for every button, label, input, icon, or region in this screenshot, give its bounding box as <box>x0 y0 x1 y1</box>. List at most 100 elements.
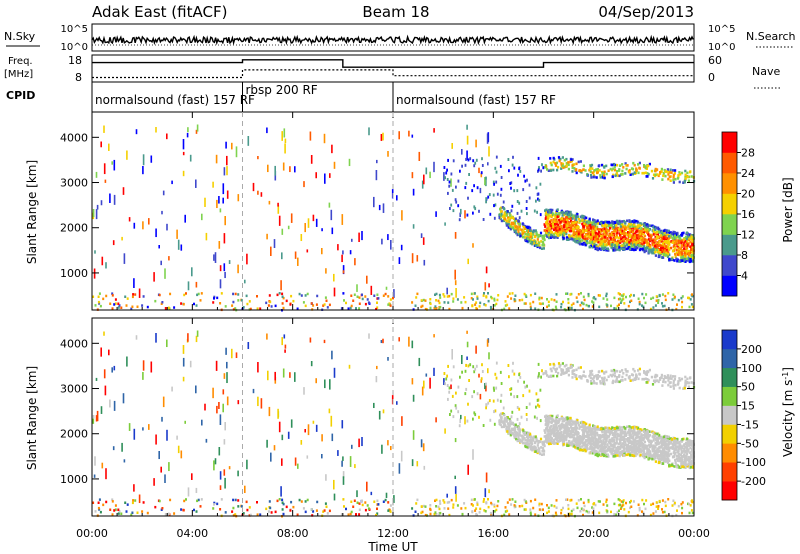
velocity-cell <box>499 416 503 419</box>
power-cell <box>361 297 364 301</box>
velocity-cell <box>629 506 631 510</box>
power-cell <box>628 219 631 222</box>
velocity-cell <box>527 435 530 439</box>
velocity-cell <box>588 428 592 431</box>
velocity-cell <box>461 355 463 365</box>
power-cell <box>663 235 666 239</box>
velocity-cell <box>422 504 425 508</box>
power-cell <box>551 235 554 238</box>
power-cell <box>322 304 325 307</box>
power-cell <box>656 226 659 230</box>
nave-trace <box>92 69 694 79</box>
velocity-cell <box>185 498 187 501</box>
power-cell <box>652 229 655 232</box>
power-cell <box>520 228 523 232</box>
power-cell <box>537 197 539 201</box>
velocity-cell <box>625 453 628 457</box>
velocity-cell <box>519 438 522 442</box>
power-cell <box>681 253 684 256</box>
power-cell <box>281 228 284 235</box>
velocity-cell <box>566 433 569 437</box>
power-cell <box>226 155 228 166</box>
velocity-cell <box>691 511 694 515</box>
power-cell <box>196 124 199 132</box>
power-cell <box>533 241 537 245</box>
power-cell <box>325 299 328 302</box>
velocity-cell <box>552 424 555 427</box>
power-cell <box>633 248 636 252</box>
power-cell <box>593 245 596 248</box>
power-cell <box>585 303 588 307</box>
power-cell <box>589 233 592 236</box>
power-cell <box>423 174 425 185</box>
velocity-cell <box>522 431 525 435</box>
power-cell <box>642 227 645 231</box>
power-cell <box>617 228 620 231</box>
power-cell <box>546 305 549 309</box>
velocity-cell <box>636 442 639 446</box>
velocity-cell <box>361 503 364 507</box>
power-cell <box>687 233 690 236</box>
power-cell <box>474 207 477 211</box>
velocity-cell <box>680 502 683 506</box>
velocity-cell <box>606 436 609 439</box>
power-cell <box>581 214 584 218</box>
power-cell <box>381 238 383 245</box>
velocity-cell <box>608 445 611 449</box>
velocity-cell <box>650 440 653 443</box>
power-cell <box>353 293 356 296</box>
velocity-cell <box>155 333 157 343</box>
power-cell <box>554 164 558 167</box>
velocity-cell <box>93 474 96 478</box>
velocity-cell <box>529 508 532 511</box>
power-cell <box>549 210 552 214</box>
velocity-cell <box>527 443 530 447</box>
power-cell <box>589 226 592 230</box>
power-cell <box>122 187 125 195</box>
power-cell <box>573 166 576 170</box>
power-cell <box>561 156 564 159</box>
velocity-cell <box>375 513 378 517</box>
power-cell <box>676 253 679 256</box>
power-cell <box>345 301 347 305</box>
power-cell <box>686 175 689 179</box>
power-cell <box>100 141 102 148</box>
velocity-cell <box>514 435 517 439</box>
velocity-cell <box>608 426 611 430</box>
power-cell <box>673 241 677 245</box>
power-cell <box>213 254 215 261</box>
power-cell <box>532 300 535 304</box>
power-cell <box>487 292 489 295</box>
power-cell <box>321 228 323 232</box>
power-cell <box>675 234 678 238</box>
power-cell <box>681 249 685 252</box>
power-cell <box>605 294 608 298</box>
power-cell <box>493 299 496 302</box>
power-cell <box>635 225 638 228</box>
velocity-cell <box>594 428 598 431</box>
power-cell <box>486 133 489 144</box>
power-cell <box>556 225 559 229</box>
power-cell <box>650 297 653 300</box>
power-cell <box>461 149 463 155</box>
velocity-cell <box>424 505 427 508</box>
power-cell <box>653 231 656 234</box>
velocity-cell <box>300 500 303 503</box>
power-cell <box>621 239 624 243</box>
velocity-cell <box>476 513 478 517</box>
velocity-cell <box>237 470 239 477</box>
power-cell <box>408 130 410 137</box>
power-cell <box>249 307 252 311</box>
power-cell <box>561 210 564 214</box>
velocity-cell <box>503 513 506 517</box>
power-cell <box>630 230 633 234</box>
power-cell <box>575 171 578 175</box>
velocity-cell <box>642 433 645 437</box>
power-cell <box>132 293 135 296</box>
power-cell <box>112 240 115 246</box>
power-cell <box>549 230 552 233</box>
power-cell <box>681 240 684 244</box>
power-cell <box>619 220 622 224</box>
power-cell <box>474 303 477 306</box>
velocity-cell <box>420 511 423 515</box>
